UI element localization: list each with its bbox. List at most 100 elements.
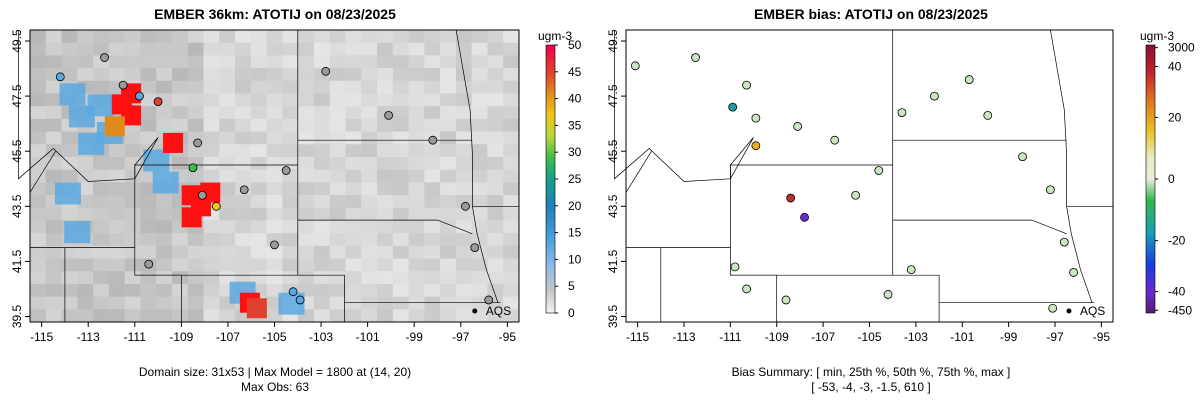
heatmap-cell — [392, 30, 410, 44]
heatmap-cell — [187, 118, 205, 133]
heatmap-cell — [30, 42, 47, 56]
heatmap-cell — [93, 220, 110, 234]
heatmap-cell — [440, 80, 457, 94]
heatmap-cell — [298, 118, 315, 133]
observation-point — [135, 91, 144, 101]
heatmap-cell — [250, 182, 268, 196]
heatmap-cell — [503, 220, 520, 234]
heatmap-cell — [471, 182, 488, 196]
state-border-line — [730, 165, 894, 276]
right-colorbar-label: ugm-3 — [1140, 29, 1174, 43]
heatmap-cell — [45, 80, 63, 94]
observation-point — [751, 113, 761, 123]
heatmap-cell — [377, 131, 394, 145]
heatmap-cell — [187, 144, 205, 158]
heatmap-cell — [250, 42, 268, 56]
heatmap-cell — [313, 195, 331, 209]
heatmap-cell — [440, 283, 457, 298]
heatmap-plume-cell — [59, 83, 86, 106]
heatmap-cell — [392, 296, 410, 310]
heatmap-cell — [266, 258, 283, 272]
heatmap-cell — [282, 30, 299, 44]
heatmap-cell — [45, 30, 63, 44]
heatmap-cell — [440, 195, 457, 209]
heatmap-cell — [77, 156, 94, 171]
heatmap-cell — [93, 233, 110, 247]
heatmap-cell — [140, 220, 157, 234]
heatmap-cell — [219, 258, 236, 272]
heatmap-cell — [203, 118, 220, 133]
heatmap-cell — [219, 93, 236, 107]
heatmap-cell — [235, 195, 252, 209]
heatmap-cell — [440, 207, 457, 221]
heatmap-cell — [455, 220, 473, 234]
heatmap-cell — [377, 309, 394, 323]
heatmap-cell — [30, 309, 47, 323]
heatmap-cell — [250, 207, 268, 221]
heatmap-cell — [187, 93, 205, 107]
heatmap-cell — [377, 207, 394, 221]
heatmap-cell — [298, 55, 315, 69]
heatmap-cell — [140, 296, 157, 310]
heatmap-cell — [440, 245, 457, 260]
heatmap-cell — [487, 68, 504, 82]
heatmap-cell — [329, 283, 346, 298]
heatmap-cell — [377, 195, 394, 209]
heatmap-cell — [219, 106, 236, 120]
heatmap-cell — [487, 309, 504, 323]
observation-point — [786, 193, 796, 203]
x-tick-label: -107 — [811, 330, 835, 344]
x-tick-label: -101 — [356, 330, 380, 344]
heatmap-cell — [471, 207, 488, 221]
left-panel: EMBER 36km: ATOTIJ on 08/23/2025 -115 -11… — [10, 6, 582, 394]
heatmap-cell — [503, 207, 520, 221]
x-tick-label: -101 — [950, 330, 974, 344]
heatmap-cell — [424, 30, 441, 44]
heatmap-cell — [282, 80, 299, 94]
heatmap-cell — [124, 283, 141, 298]
heatmap-cell — [408, 258, 425, 272]
heatmap-cell — [30, 258, 47, 272]
heatmap-cell — [392, 258, 410, 272]
heatmap-cell — [408, 195, 425, 209]
heatmap-cell — [329, 182, 346, 196]
heatmap-cell — [124, 30, 141, 44]
heatmap-cell — [124, 220, 141, 234]
heatmap-cell — [282, 42, 299, 56]
heatmap-cell — [408, 271, 425, 285]
observation-point — [1048, 303, 1058, 313]
observation-point — [270, 240, 279, 250]
observation-point — [470, 243, 480, 253]
heatmap-cell — [345, 55, 362, 69]
heatmap-cell — [408, 55, 425, 69]
heatmap-cell — [30, 68, 47, 82]
heatmap-cell — [313, 30, 331, 44]
heatmap-cell — [140, 106, 157, 120]
heatmap-cell — [250, 258, 268, 272]
heatmap-cell — [471, 144, 488, 158]
heatmap-cell — [329, 309, 346, 323]
heatmap-cell — [187, 245, 205, 260]
y-tick-label: 49.5 — [10, 29, 24, 53]
heatmap-cell — [408, 93, 425, 107]
heatmap-cell — [140, 80, 157, 94]
heatmap-cell — [93, 283, 110, 298]
heatmap-cell — [487, 245, 504, 260]
heatmap-cell — [93, 258, 110, 272]
heatmap-cell — [203, 80, 220, 94]
heatmap-plume-cell — [152, 171, 179, 194]
observation-point — [384, 110, 394, 120]
heatmap-cell — [124, 55, 141, 69]
heatmap-cell — [345, 245, 362, 260]
heatmap-cell — [440, 68, 457, 82]
heatmap-cell — [171, 156, 189, 171]
heatmap-cell — [361, 42, 378, 56]
heatmap-cell — [235, 80, 252, 94]
heatmap-cell — [392, 207, 410, 221]
heatmap-cell — [329, 245, 346, 260]
y-tick-label: 41.5 — [10, 249, 24, 273]
heatmap-cell — [156, 220, 173, 234]
heatmap-cell — [61, 283, 78, 298]
heatmap-cell — [30, 156, 47, 171]
observation-point — [691, 53, 700, 62]
